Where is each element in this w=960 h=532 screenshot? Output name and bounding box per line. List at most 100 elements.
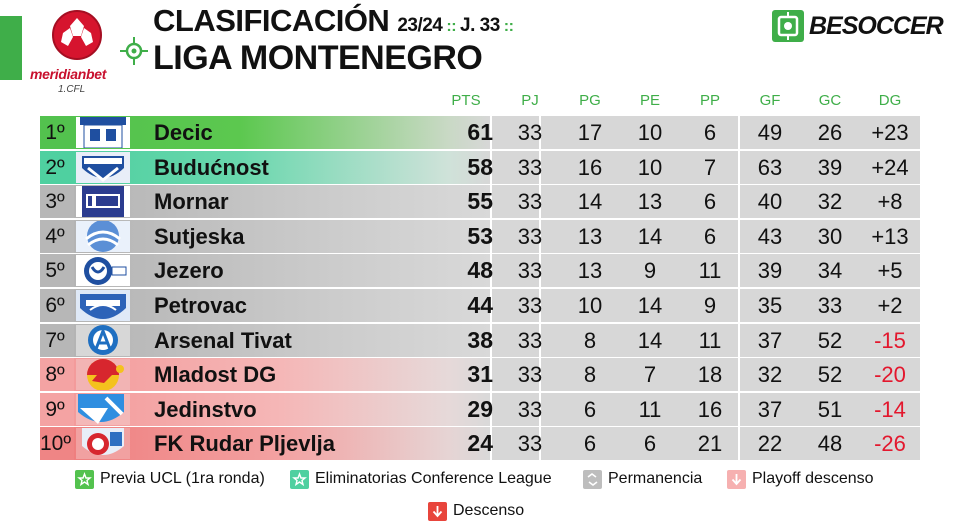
column-header-gf: GF — [759, 92, 781, 109]
table-row[interactable]: 1º Decic 61 33 17 10 6 49 26 +23 — [40, 116, 920, 149]
stat-pg: 6 — [583, 396, 597, 422]
stat-pp: 11 — [698, 327, 722, 353]
stats-cell-group — [740, 392, 920, 426]
stat-pj: 33 — [517, 293, 543, 318]
stat-dg: -14 — [874, 396, 906, 422]
stat-pj: 33 — [517, 362, 543, 388]
stats-cell-group — [541, 150, 738, 184]
round-label: J. 33 — [460, 15, 500, 36]
stat-pg: 10 — [577, 293, 603, 318]
stat-gf: 22 — [757, 431, 783, 457]
position: 1º — [45, 121, 65, 144]
team-name[interactable]: Petrovac — [154, 293, 247, 318]
legend-item-playoff: Playoff descenso — [727, 468, 874, 490]
position-cell — [40, 185, 74, 219]
team-name[interactable]: FK Rudar Pljevlja — [154, 431, 335, 457]
stat-gf: 35 — [757, 293, 783, 318]
table-row[interactable]: 2º Budućnost 58 33 16 10 7 63 39 +24 — [40, 150, 920, 184]
stat-pe: 14 — [637, 223, 663, 249]
team-name[interactable]: Jedinstvo — [154, 396, 257, 422]
table-row[interactable]: 6º Petrovac 44 33 10 14 9 35 33 +2 — [40, 289, 920, 322]
stats-cell-group — [492, 116, 539, 149]
team-cell — [74, 254, 490, 288]
team-name[interactable]: Arsenal Tivat — [154, 327, 292, 353]
stats-cell-group — [492, 254, 539, 288]
position: 6º — [45, 294, 65, 317]
stat-dg: +5 — [877, 258, 903, 284]
stats-cell-group — [740, 185, 920, 219]
stat-gc: 52 — [817, 362, 843, 388]
team-crest-icon — [76, 393, 130, 425]
stat-pe: 9 — [643, 258, 657, 284]
table-row[interactable]: 3º Mornar 55 33 14 13 6 40 32 +8 — [40, 185, 920, 219]
stats-cell-group — [541, 323, 738, 357]
stat-pj: 33 — [517, 258, 543, 284]
stat-pts: 29 — [467, 395, 493, 422]
table-row[interactable]: 7º Arsenal Tivat 38 33 8 14 11 37 52 -15 — [40, 323, 920, 357]
stats-cell-group — [541, 116, 738, 149]
stat-pe: 10 — [637, 154, 663, 180]
team-name[interactable]: Decic — [154, 120, 213, 145]
position: 9º — [45, 397, 65, 421]
legend-item-descenso: Descenso — [428, 500, 524, 522]
stats-cell-group — [492, 427, 539, 461]
table-row[interactable]: 8º Mladost DG 31 33 8 7 18 32 52 -20 — [40, 358, 920, 392]
position-cell — [40, 358, 74, 392]
stat-pts: 53 — [467, 222, 493, 249]
brand-name: BESOCCER — [809, 11, 944, 40]
stat-pp: 7 — [703, 154, 717, 180]
column-header-pts: PTS — [451, 92, 481, 109]
table-row[interactable]: 9º Jedinstvo 29 33 6 11 16 37 51 -14 — [40, 392, 920, 426]
stat-pts: 55 — [467, 188, 493, 215]
team-cell — [74, 392, 490, 426]
sponsor-logo: meridianbet 1.CFL — [30, 4, 140, 100]
stat-pe: 14 — [637, 327, 663, 353]
team-name[interactable]: Jezero — [154, 258, 224, 284]
team-name[interactable]: Sutjeska — [154, 223, 245, 249]
column-header-pe: PE — [639, 92, 660, 109]
sponsor-logo-icon — [52, 10, 102, 60]
position-cell — [40, 150, 74, 184]
position: 8º — [45, 363, 65, 387]
stat-pj: 33 — [517, 431, 543, 457]
position-cell — [40, 219, 74, 253]
stats-cell-group — [492, 219, 539, 253]
table-row[interactable]: 10º FK Rudar Pljevlja 24 33 6 6 21 22 48 -26 — [40, 427, 920, 461]
stats-cell-group — [541, 254, 738, 288]
legend-label: Eliminatorias Conference League — [315, 470, 552, 487]
stat-dg: -15 — [874, 327, 906, 353]
stat-gf: 43 — [757, 223, 783, 249]
stat-pj: 33 — [517, 154, 543, 180]
stat-gc: 32 — [817, 189, 843, 215]
stat-pj: 33 — [517, 396, 543, 422]
team-crest-icon — [76, 220, 130, 252]
position: 5º — [45, 259, 65, 283]
position-cell — [40, 116, 74, 149]
team-crest-icon — [76, 151, 130, 183]
title-separator: :: — [446, 18, 457, 35]
team-cell — [74, 219, 490, 253]
stat-pe: 10 — [637, 120, 663, 145]
stat-gf: 63 — [757, 154, 783, 180]
stat-gc: 39 — [817, 154, 843, 180]
stat-pts: 38 — [467, 326, 493, 353]
table-row[interactable]: 4º Sutjeska 53 33 13 14 6 43 30 +13 — [40, 219, 920, 253]
team-name[interactable]: Mladost DG — [154, 362, 277, 388]
column-header-dg: DG — [878, 92, 902, 109]
team-crest-icon — [76, 117, 130, 148]
team-name[interactable]: Budućnost — [154, 154, 269, 180]
stat-pp: 11 — [698, 258, 722, 284]
stats-cell-group — [492, 323, 539, 357]
column-header-pp: PP — [699, 92, 720, 109]
stat-pts: 48 — [467, 257, 493, 284]
stat-gc: 51 — [817, 396, 843, 422]
stat-pj: 33 — [517, 120, 543, 145]
legend-label: Previa UCL (1ra ronda) — [100, 470, 265, 487]
stat-pg: 13 — [577, 258, 603, 284]
stat-pts: 61 — [467, 119, 493, 145]
team-name[interactable]: Mornar — [154, 189, 229, 215]
brand-logo: BESOCCER — [772, 10, 944, 42]
position: 2º — [45, 155, 65, 179]
team-crest-icon — [76, 428, 130, 460]
table-row[interactable]: 5º Jezero 48 33 13 9 11 39 34 +5 — [40, 254, 920, 288]
